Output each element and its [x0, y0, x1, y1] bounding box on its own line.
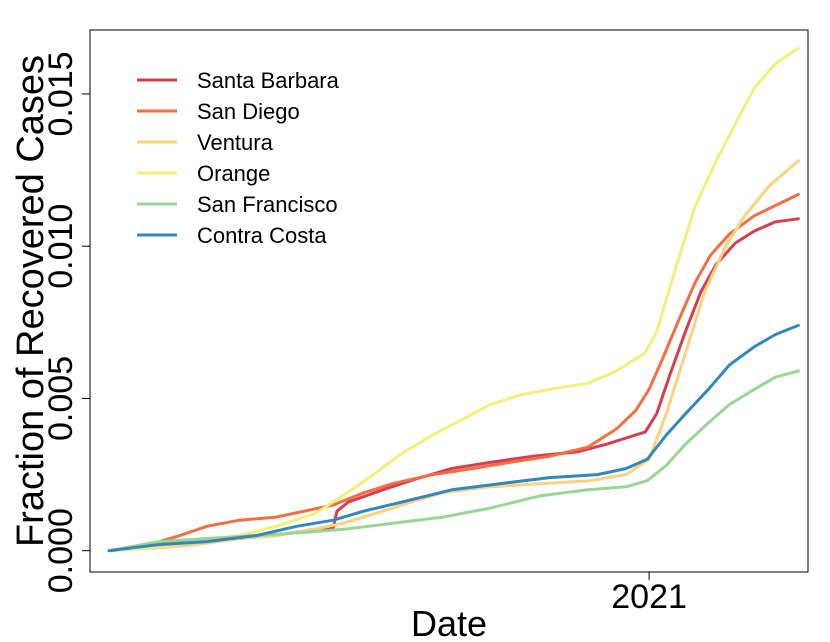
series-line-1 [107, 192, 800, 553]
legend-label-5: Contra Costa [197, 223, 327, 248]
legend-item-1: San Diego [137, 99, 300, 124]
legend-label-2: Ventura [197, 130, 274, 155]
legend-item-5: Contra Costa [137, 223, 327, 248]
legend-label-4: San Francisco [197, 192, 338, 217]
legend-label-3: Orange [197, 161, 270, 186]
series-line-3 [107, 46, 800, 553]
plot-frame [89, 29, 809, 573]
series-line-5 [107, 323, 800, 553]
series-line-2 [107, 159, 800, 553]
legend-item-2: Ventura [137, 130, 274, 155]
y-tick-label-2: 0.010 [42, 204, 80, 289]
y-tick-label-1: 0.005 [42, 356, 80, 441]
legend: Santa Barbara San Diego Ventura Orange San F… [137, 68, 340, 248]
axis-layer: 0.000 0.005 0.010 0.015 2021 [42, 51, 687, 616]
x-axis-title: Date [411, 603, 487, 642]
y-axis-title: Fraction of Recovered Cases [10, 55, 52, 547]
y-tick-label-3: 0.015 [42, 51, 80, 136]
legend-item-3: Orange [137, 161, 270, 186]
legend-item-4: San Francisco [137, 192, 338, 217]
y-tick-label-0: 0.000 [42, 508, 80, 593]
series-layer [107, 46, 800, 553]
x-tick-label-0: 2021 [611, 578, 687, 616]
legend-label-0: Santa Barbara [197, 68, 340, 93]
legend-item-0: Santa Barbara [137, 68, 340, 93]
legend-label-1: San Diego [197, 99, 300, 124]
